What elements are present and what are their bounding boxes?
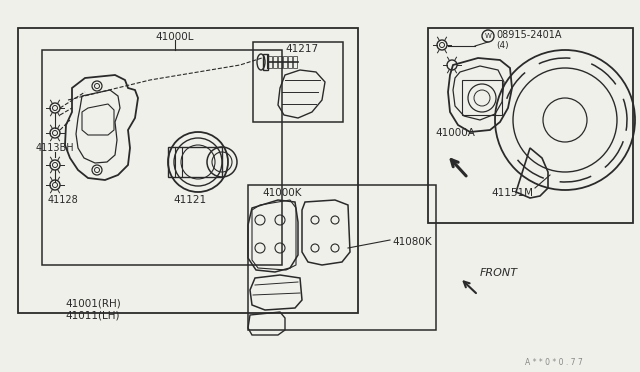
Text: A * * 0 * 0 . 7 7: A * * 0 * 0 . 7 7 [525,358,583,367]
Text: 41000A: 41000A [435,128,475,138]
Text: 41000L: 41000L [156,32,195,42]
Bar [428,28,633,223]
Text: 08915-2401A: 08915-2401A [496,30,561,40]
Text: 41151M: 41151M [491,188,533,198]
Text: 4113BH: 4113BH [36,143,74,153]
Text: 41011(LH): 41011(LH) [65,310,120,320]
Bar [253,42,343,122]
Text: 41080K: 41080K [392,237,431,247]
Bar [168,147,222,177]
Text: 41128: 41128 [48,195,79,205]
Text: W: W [484,33,492,39]
Text: (4): (4) [496,41,509,50]
Bar [18,28,358,313]
Text: 41001(RH): 41001(RH) [65,298,121,308]
Text: 41000K: 41000K [262,188,301,198]
Bar [248,185,436,330]
Text: FRONT: FRONT [480,268,518,278]
Text: 41217: 41217 [285,44,319,54]
Bar [462,80,502,115]
Text: 41121: 41121 [173,195,207,205]
Bar [42,50,282,265]
